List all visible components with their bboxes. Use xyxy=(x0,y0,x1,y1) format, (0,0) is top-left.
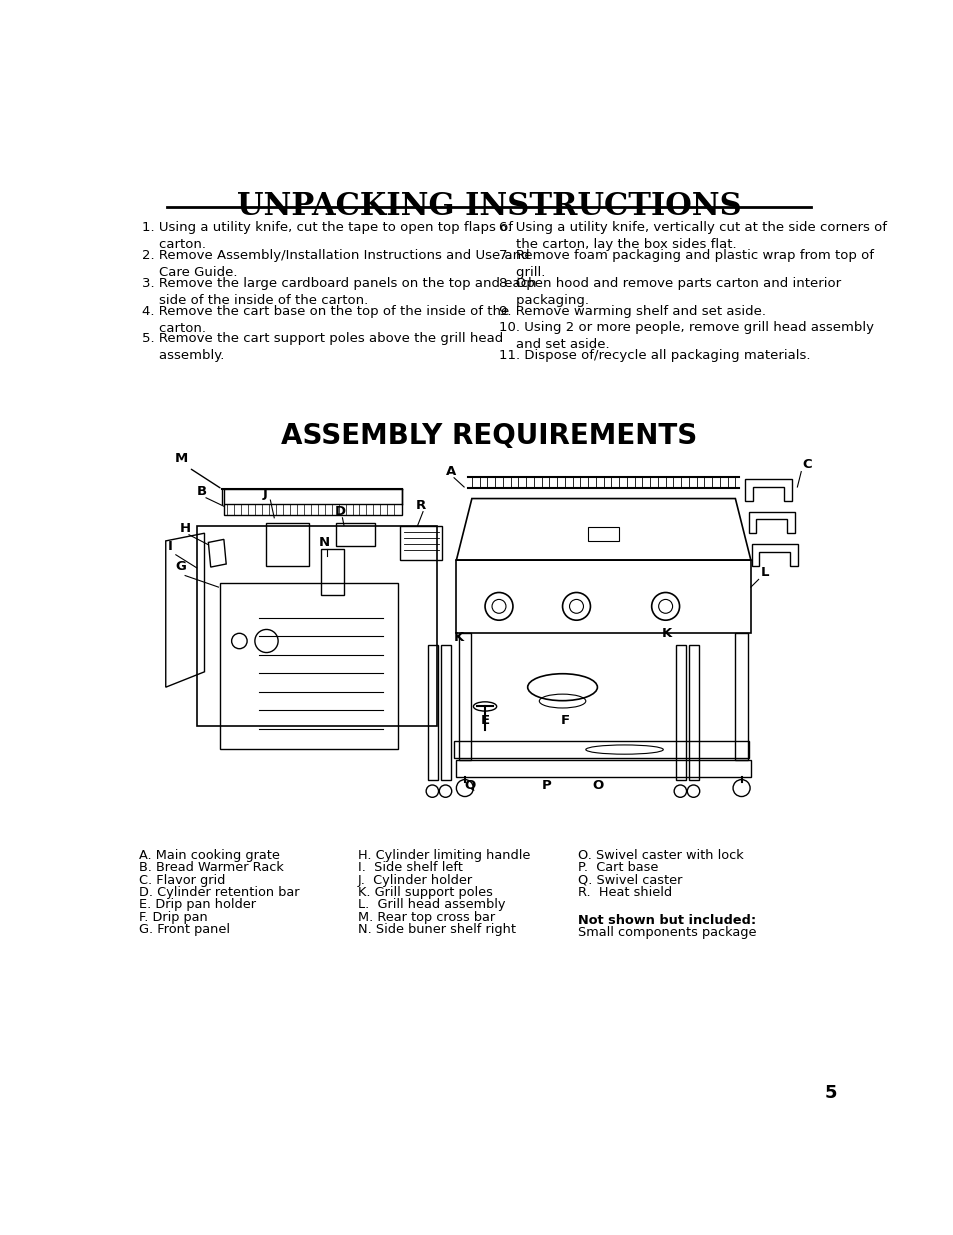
Text: F: F xyxy=(560,714,570,727)
Text: I: I xyxy=(167,540,172,553)
Text: B: B xyxy=(196,484,207,498)
Text: R.  Heat shield: R. Heat shield xyxy=(578,885,672,899)
Text: UNPACKING INSTRUCTIONS: UNPACKING INSTRUCTIONS xyxy=(236,190,740,221)
Text: A. Main cooking grate: A. Main cooking grate xyxy=(138,848,279,862)
Text: N: N xyxy=(319,536,330,548)
Text: H. Cylinder limiting handle: H. Cylinder limiting handle xyxy=(357,848,530,862)
Text: B. Bread Warmer Rack: B. Bread Warmer Rack xyxy=(138,861,283,874)
Text: Q. Swivel caster: Q. Swivel caster xyxy=(578,873,681,887)
Text: M: M xyxy=(174,452,188,464)
Bar xyxy=(224,504,402,515)
Text: 9. Remove warming shelf and set aside.: 9. Remove warming shelf and set aside. xyxy=(498,305,765,317)
Text: G: G xyxy=(175,561,187,573)
Bar xyxy=(458,634,471,761)
Text: G. Front panel: G. Front panel xyxy=(138,923,230,936)
Text: D. Cylinder retention bar: D. Cylinder retention bar xyxy=(138,885,299,899)
Bar xyxy=(587,527,618,541)
Text: 6. Using a utility knife, vertically cut at the side corners of
    the carton, : 6. Using a utility knife, vertically cut… xyxy=(498,221,886,252)
Text: 5. Remove the cart support poles above the grill head
    assembly.: 5. Remove the cart support poles above t… xyxy=(142,332,503,362)
Text: J.  Cylinder holder: J. Cylinder holder xyxy=(357,873,473,887)
Text: R: R xyxy=(415,499,425,511)
Text: D: D xyxy=(335,505,345,517)
Text: 11. Dispose of/recycle all packaging materials.: 11. Dispose of/recycle all packaging mat… xyxy=(498,350,810,362)
Text: C. Flavor grid: C. Flavor grid xyxy=(138,873,225,887)
Bar xyxy=(220,583,397,748)
Text: O. Swivel caster with lock: O. Swivel caster with lock xyxy=(578,848,743,862)
Bar xyxy=(688,645,699,779)
Text: 5: 5 xyxy=(823,1084,836,1102)
Text: M. Rear top cross bar: M. Rear top cross bar xyxy=(357,910,495,924)
Text: Not shown but included:: Not shown but included: xyxy=(578,914,756,926)
Bar xyxy=(456,761,750,777)
Text: P.  Cart base: P. Cart base xyxy=(578,861,658,874)
Text: L.  Grill head assembly: L. Grill head assembly xyxy=(357,898,505,911)
Text: P: P xyxy=(541,779,551,792)
Text: 4. Remove the cart base on the top of the inside of the
    carton.: 4. Remove the cart base on the top of th… xyxy=(142,305,509,335)
Text: I.  Side shelf left: I. Side shelf left xyxy=(357,861,462,874)
Text: A: A xyxy=(446,464,456,478)
Text: K: K xyxy=(454,631,464,643)
Text: J: J xyxy=(262,487,267,500)
Text: N. Side buner shelf right: N. Side buner shelf right xyxy=(357,923,516,936)
Text: 1. Using a utility knife, cut the tape to open top flaps of
    carton.: 1. Using a utility knife, cut the tape t… xyxy=(142,221,513,252)
Bar xyxy=(456,561,750,634)
Text: E: E xyxy=(480,714,489,727)
Text: F. Drip pan: F. Drip pan xyxy=(138,910,207,924)
Text: 2. Remove Assembly/Installation Instructions and Use and
    Care Guide.: 2. Remove Assembly/Installation Instruct… xyxy=(142,249,530,279)
Text: K: K xyxy=(661,627,671,640)
Text: Q: Q xyxy=(464,779,475,792)
Bar xyxy=(335,524,375,546)
Bar xyxy=(440,645,451,779)
Text: 7. Remove foam packaging and plastic wrap from top of
    grill.: 7. Remove foam packaging and plastic wra… xyxy=(498,249,873,279)
Bar xyxy=(454,741,748,758)
Text: 10. Using 2 or more people, remove grill head assembly
    and set aside.: 10. Using 2 or more people, remove grill… xyxy=(498,321,873,352)
Text: K. Grill support poles: K. Grill support poles xyxy=(357,885,493,899)
Text: ASSEMBLY REQUIREMENTS: ASSEMBLY REQUIREMENTS xyxy=(280,422,697,451)
Bar xyxy=(196,526,436,726)
Bar xyxy=(675,645,685,779)
Bar xyxy=(427,645,437,779)
Text: E. Drip pan holder: E. Drip pan holder xyxy=(138,898,255,911)
Text: O: O xyxy=(592,779,602,792)
Text: Small components package: Small components package xyxy=(578,926,756,939)
Bar xyxy=(266,524,309,566)
Bar xyxy=(735,634,747,761)
Text: 8. Open hood and remove parts carton and interior
    packaging.: 8. Open hood and remove parts carton and… xyxy=(498,277,841,306)
Text: H: H xyxy=(179,521,191,535)
Text: C: C xyxy=(802,458,812,471)
Text: 3. Remove the large cardboard panels on the top and each
    side of the inside : 3. Remove the large cardboard panels on … xyxy=(142,277,537,306)
Text: L: L xyxy=(760,566,769,578)
